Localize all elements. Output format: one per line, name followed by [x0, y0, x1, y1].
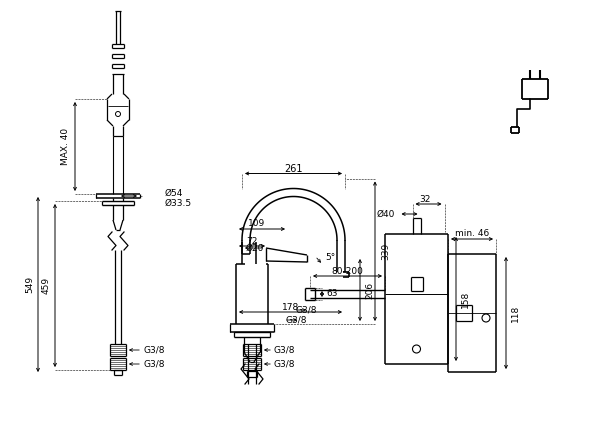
Text: Ø54: Ø54: [165, 189, 184, 198]
Text: G3/8: G3/8: [285, 315, 307, 324]
Text: min. 46: min. 46: [455, 229, 489, 238]
Text: 109: 109: [248, 220, 266, 229]
Text: 72: 72: [247, 237, 257, 245]
Text: 459: 459: [42, 277, 51, 294]
Text: 5°: 5°: [325, 253, 335, 262]
Text: Ø40: Ø40: [376, 209, 395, 218]
Text: G3/8: G3/8: [143, 360, 164, 368]
Text: 549: 549: [25, 276, 34, 293]
Text: 63: 63: [326, 290, 337, 298]
Text: 339: 339: [381, 243, 390, 260]
Text: Ø20: Ø20: [245, 243, 264, 253]
Text: Ø33.5: Ø33.5: [165, 198, 192, 207]
Text: 158: 158: [461, 290, 470, 308]
Text: 178: 178: [282, 302, 299, 312]
Text: 206: 206: [365, 282, 374, 298]
Text: 261: 261: [284, 164, 303, 173]
Text: 118: 118: [511, 304, 520, 322]
Text: MAX. 40: MAX. 40: [61, 128, 70, 165]
Text: G3/8: G3/8: [143, 346, 164, 354]
Text: G3/8: G3/8: [274, 346, 296, 354]
Text: G3/8: G3/8: [274, 360, 296, 368]
Text: 80-200: 80-200: [332, 267, 364, 276]
Text: G3/8: G3/8: [295, 306, 317, 315]
Text: 32: 32: [419, 195, 430, 204]
